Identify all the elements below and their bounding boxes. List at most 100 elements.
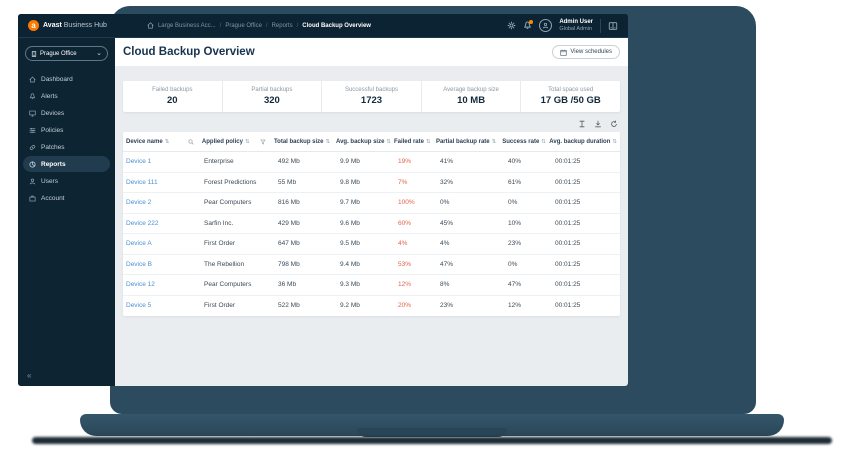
failed-rate-cell: 19% — [398, 158, 412, 166]
column-header-avg-backup-size[interactable]: Avg. backup size ⇅ — [335, 138, 392, 145]
avg-size-cell: 9.6 Mb — [340, 219, 360, 227]
device-link[interactable]: Device 2 — [126, 199, 152, 207]
table-row: Device A First Order 647 Mb 9.5 Mb 4% 4%… — [123, 234, 620, 255]
summary-stats-card: Failed backups 20 Partial backups 320 Su… — [123, 81, 620, 112]
total-size-cell: 429 Mb — [278, 219, 300, 227]
column-header-device-name[interactable]: Device name ⇅ — [123, 139, 199, 145]
column-header-total-backup-size[interactable]: Total backup size ⇅ — [273, 138, 331, 145]
notifications-bell-icon[interactable] — [523, 20, 534, 30]
sidebar-item-alerts[interactable]: Alerts — [23, 88, 110, 104]
sidebar: Prague Office ⌄ Dashboard Alerts Devices — [18, 38, 115, 386]
collapse-sidebar-icon[interactable]: « — [27, 371, 32, 380]
device-link[interactable]: Device 111 — [126, 178, 158, 186]
gear-icon[interactable] — [507, 21, 516, 30]
users-icon — [29, 178, 36, 184]
user-menu[interactable]: Admin User Global Admin — [559, 19, 593, 32]
sidebar-item-dashboard[interactable]: Dashboard — [23, 71, 110, 87]
calendar-icon — [560, 49, 568, 56]
column-header-partial-backup-rate[interactable]: Partial backup rate ⇅ — [435, 138, 497, 145]
device-link[interactable]: Device 5 — [126, 302, 152, 310]
policy-cell: Sarfin Inc. — [204, 219, 234, 227]
stat-value: 17 GB /50 GB — [540, 95, 601, 106]
avatar[interactable] — [539, 19, 553, 32]
breadcrumb-item[interactable]: Reports — [272, 23, 299, 29]
sidebar-item-policies[interactable]: Policies — [23, 122, 110, 138]
avg-size-cell: 9.3 Mb — [340, 281, 360, 289]
duration-cell: 00:01:25 — [555, 158, 581, 166]
success-rate-cell: 61% — [508, 178, 522, 186]
column-header-applied-policy[interactable]: Applied policy ⇅ — [199, 139, 271, 145]
device-link[interactable]: Device 1 — [126, 158, 152, 166]
failed-rate-cell: 53% — [398, 260, 412, 268]
total-size-cell: 522 Mb — [278, 302, 300, 310]
sidebar-item-label: Patches — [41, 143, 65, 151]
policy-cell: Forest Predictions — [204, 178, 257, 186]
sidebar-item-label: Account — [41, 194, 65, 202]
table-row: Device 2 Pear Computers 816 Mb 9.7 Mb 10… — [123, 193, 620, 214]
sidebar-item-reports[interactable]: Reports — [23, 156, 110, 172]
notification-dot — [529, 20, 534, 24]
reports-icon — [29, 160, 36, 168]
sidebar-item-account[interactable]: Account — [23, 190, 110, 206]
page-title: Cloud Backup Overview — [123, 46, 255, 58]
sidebar-item-devices[interactable]: Devices — [23, 105, 110, 121]
duration-cell: 00:01:25 — [555, 281, 581, 289]
sidebar-item-label: Policies — [41, 126, 64, 134]
success-rate-cell: 0% — [508, 260, 518, 268]
failed-rate-cell: 4% — [398, 240, 408, 248]
column-settings-icon[interactable] — [578, 120, 586, 128]
view-schedules-button[interactable]: View schedules — [552, 45, 620, 59]
app-window: a Avast Business Hub Large Business Acc.… — [18, 14, 628, 386]
sidebar-item-label: Dashboard — [41, 75, 73, 83]
stat-label: Total space used — [548, 87, 594, 93]
device-link[interactable]: Device 12 — [126, 281, 155, 289]
app-body: Prague Office ⌄ Dashboard Alerts Devices — [18, 38, 628, 386]
main-content: Cloud Backup Overview View schedules Fai… — [115, 38, 628, 386]
org-selector[interactable]: Prague Office ⌄ — [25, 46, 108, 61]
table-row: Device 12 Pear Computers 36 Mb 9.3 Mb 12… — [123, 275, 620, 296]
total-size-cell: 816 Mb — [278, 199, 300, 207]
sidebar-item-patches[interactable]: Patches — [23, 139, 110, 155]
breadcrumb-item[interactable]: Prague Office — [225, 23, 267, 29]
breadcrumb: Large Business Acc... Prague Office Repo… — [147, 22, 371, 29]
device-link[interactable]: Device B — [126, 260, 153, 268]
download-icon[interactable] — [594, 120, 602, 128]
sidebar-item-users[interactable]: Users — [23, 173, 110, 189]
sort-icon: ⇅ — [325, 138, 331, 145]
book-icon[interactable] — [608, 21, 618, 31]
org-selector-label: Prague Office — [40, 50, 77, 57]
avg-size-cell: 9.5 Mb — [340, 240, 360, 248]
total-size-cell: 55 Mb — [278, 178, 297, 186]
patches-icon — [29, 144, 36, 150]
stat-value: 1723 — [360, 95, 383, 106]
search-icon[interactable] — [188, 139, 196, 145]
stat-label: Failed backups — [152, 87, 193, 93]
column-header-success-rate[interactable]: Success rate ⇅ — [502, 138, 546, 145]
top-bar: a Avast Business Hub Large Business Acc.… — [18, 14, 628, 38]
filter-icon[interactable] — [260, 139, 268, 145]
partial-rate-cell: 23% — [440, 302, 454, 310]
home-icon[interactable] — [147, 22, 154, 29]
table-row: Device 1 Enterprise 492 Mb 9.9 Mb 19% 41… — [123, 152, 620, 173]
partial-rate-cell: 41% — [440, 158, 454, 166]
refresh-icon[interactable] — [610, 120, 618, 128]
failed-rate-cell: 12% — [398, 281, 412, 289]
dashboard-icon — [29, 76, 36, 82]
device-link[interactable]: Device A — [126, 240, 152, 248]
partial-rate-cell: 45% — [440, 219, 454, 227]
avast-logo-icon: a — [28, 20, 39, 31]
column-header-failed-rate[interactable]: Failed rate ⇅ — [393, 138, 431, 145]
column-header-avg-backup-duration[interactable]: Avg. backup duration ⇅ — [549, 138, 617, 145]
devices-icon — [29, 110, 36, 117]
avg-size-cell: 9.9 Mb — [340, 158, 360, 166]
failed-rate-cell: 60% — [398, 219, 412, 227]
laptop-base — [80, 414, 784, 436]
policy-cell: Enterprise — [204, 158, 234, 166]
stat-partial-backups: Partial backups 320 — [223, 81, 323, 112]
breadcrumb-item[interactable]: Large Business Acc... — [158, 23, 221, 29]
stat-successful-backups: Successful backups 1723 — [322, 81, 422, 112]
success-rate-cell: 12% — [508, 302, 522, 310]
device-link[interactable]: Device 222 — [126, 219, 159, 227]
sidebar-item-label: Reports — [41, 160, 66, 168]
success-rate-cell: 47% — [508, 281, 522, 289]
